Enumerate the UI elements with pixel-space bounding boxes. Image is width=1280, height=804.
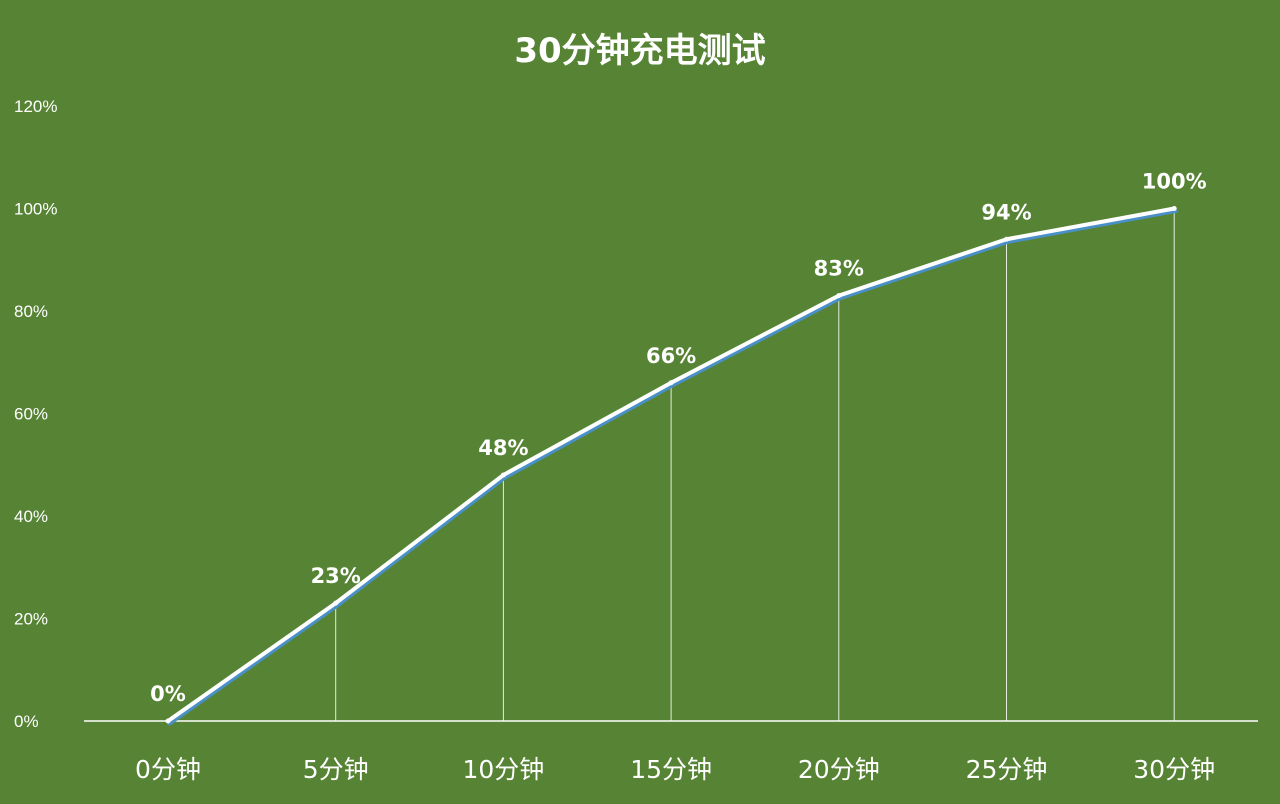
x-axis-ticks: 0分钟 5分钟 10分钟 15分钟 20分钟 25分钟 30分钟 xyxy=(135,755,1215,784)
y-tick-label: 40% xyxy=(14,507,48,526)
y-tick-label: 0% xyxy=(14,712,39,731)
data-point xyxy=(1004,236,1009,242)
data-label: 66% xyxy=(646,344,696,368)
x-tick-label: 30分钟 xyxy=(1133,755,1215,784)
data-label: 83% xyxy=(814,257,864,281)
data-point xyxy=(1171,206,1177,211)
y-tick-label: 80% xyxy=(14,302,48,321)
y-tick-label: 120% xyxy=(14,97,57,116)
data-point xyxy=(333,600,339,606)
drop-lines xyxy=(335,208,1175,721)
y-tick-label: 100% xyxy=(14,200,57,219)
chart-title: 30分钟充电测试 xyxy=(514,31,765,71)
y-tick-label: 60% xyxy=(14,405,48,424)
x-tick-label: 25分钟 xyxy=(966,755,1048,784)
series-line-shadow xyxy=(167,209,1178,726)
x-tick-label: 5分钟 xyxy=(303,755,369,784)
data-label: 23% xyxy=(311,564,361,588)
data-point xyxy=(668,380,674,386)
data-label: 94% xyxy=(981,200,1031,224)
data-point xyxy=(165,718,171,724)
y-axis-ticks: 0% 20% 40% 60% 80% 100% 120% xyxy=(14,97,57,731)
y-tick-label: 20% xyxy=(14,610,48,629)
x-tick-label: 10分钟 xyxy=(462,755,544,784)
series-line-group xyxy=(165,206,1178,726)
data-point xyxy=(836,293,842,299)
x-tick-label: 0分钟 xyxy=(135,755,201,784)
data-point xyxy=(500,472,506,478)
data-label: 0% xyxy=(150,682,186,706)
data-label: 100% xyxy=(1142,170,1207,194)
x-tick-label: 20分钟 xyxy=(798,755,880,784)
data-labels: 0% 23% 48% 66% 83% 94% 100% xyxy=(150,170,1206,707)
x-tick-label: 15分钟 xyxy=(630,755,712,784)
data-label: 48% xyxy=(478,436,528,460)
